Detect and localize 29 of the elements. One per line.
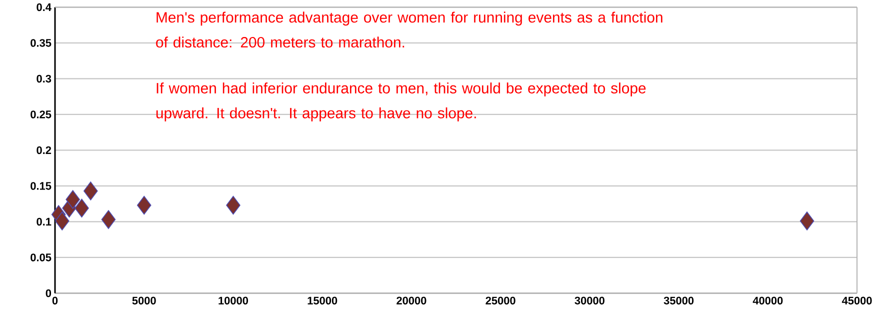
y-tick-label: 0.05 <box>30 253 52 262</box>
y-tick-label: 0.3 <box>36 74 52 82</box>
x-tick-label: 15000 <box>308 296 338 304</box>
y-tick-label: 0.25 <box>30 110 52 118</box>
x-tick-label: 25000 <box>486 296 516 304</box>
y-tick-label: 0.15 <box>30 182 52 190</box>
y-tick-label: 0.35 <box>30 38 52 47</box>
y-tick-label: 0 <box>46 289 52 297</box>
point <box>74 198 89 218</box>
x-tick-label: 45000 <box>842 296 872 304</box>
point <box>66 190 80 209</box>
x-tick-label: 0 <box>52 296 58 304</box>
x-tick-label: 35000 <box>664 296 694 304</box>
x-tick-label: 10000 <box>218 296 248 304</box>
x-tick-label: 40000 <box>752 296 783 304</box>
y-tick-label: 0.2 <box>36 146 52 154</box>
y-tick-label: 0.4 <box>36 3 52 11</box>
point <box>101 210 116 229</box>
x-tick-label: 5000 <box>132 296 156 304</box>
x-tick-label: 20000 <box>396 296 426 304</box>
point <box>84 181 98 200</box>
y-tick-label: 0.1 <box>36 218 52 226</box>
annotation: Men's performance advantage over women for running events as a function of distance: 200 meters to marathon. <box>156 12 662 48</box>
point <box>800 211 814 230</box>
point <box>54 211 70 230</box>
point <box>226 196 240 215</box>
point <box>136 196 152 215</box>
x-tick-label: 30000 <box>574 296 604 304</box>
annotation: If women had inferior endurance to men, this would be expected to slope upward. It doesn't. It appears to have no slope. <box>156 82 646 122</box>
